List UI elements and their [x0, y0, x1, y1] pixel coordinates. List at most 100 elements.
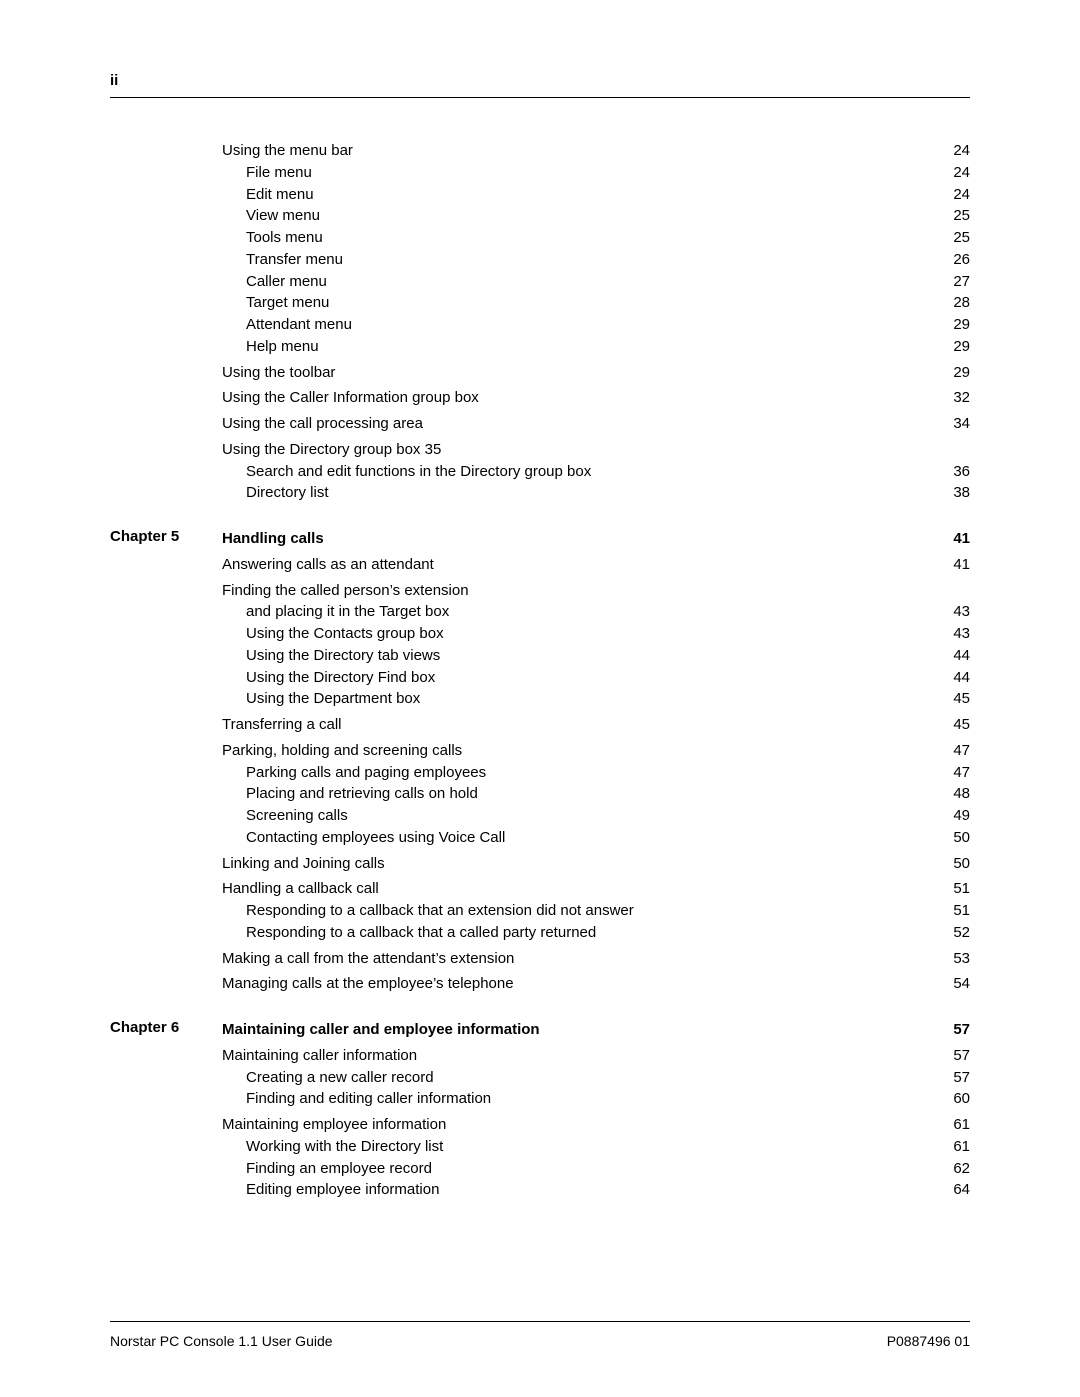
toc-title: Parking calls and paging employees — [222, 762, 930, 784]
toc-title: Making a call from the attendant’s exten… — [222, 948, 930, 970]
toc-title: Search and edit functions in the Directo… — [222, 461, 930, 483]
toc-page: 28 — [930, 292, 970, 314]
toc-title: Contacting employees using Voice Call — [222, 827, 930, 849]
toc-section-wrapper: Using the menu bar24File menu24Edit menu… — [110, 140, 970, 504]
toc-title: and placing it in the Target box — [222, 601, 930, 623]
toc-row: Screening calls49 — [222, 805, 970, 827]
toc-title: Using the Directory group box 35 — [222, 439, 930, 461]
toc-page: 24 — [930, 162, 970, 184]
top-rule — [110, 97, 970, 98]
toc-row: Using the Directory group box 35 — [222, 439, 970, 461]
toc-page: 26 — [930, 249, 970, 271]
toc-row: Responding to a callback that an extensi… — [222, 900, 970, 922]
toc-title: Responding to a callback that a called p… — [222, 922, 930, 944]
toc-row: Placing and retrieving calls on hold48 — [222, 783, 970, 805]
toc-row: Attendant menu29 — [222, 314, 970, 336]
toc-title: Using the Directory tab views — [222, 645, 930, 667]
toc-page — [930, 580, 970, 602]
toc-title: View menu — [222, 205, 930, 227]
toc-row: Tools menu25 — [222, 227, 970, 249]
toc-title: Screening calls — [222, 805, 930, 827]
toc-row: Responding to a callback that a called p… — [222, 922, 970, 944]
toc-row: Caller menu27 — [222, 271, 970, 293]
toc-title: Working with the Directory list — [222, 1136, 930, 1158]
page-footer: Norstar PC Console 1.1 User Guide P08874… — [110, 1333, 970, 1349]
toc-title: Managing calls at the employee’s telepho… — [222, 973, 930, 995]
toc-row: Edit menu24 — [222, 184, 970, 206]
toc-page: 43 — [930, 623, 970, 645]
toc-row: Help menu29 — [222, 336, 970, 358]
toc-section: Handling calls41 Answering calls as an at… — [222, 528, 970, 995]
toc-page: 62 — [930, 1158, 970, 1180]
toc-page: 64 — [930, 1179, 970, 1201]
toc-row: Handling a callback call51 — [222, 878, 970, 900]
toc-page: 57 — [930, 1045, 970, 1067]
toc-title: Answering calls as an attendant — [222, 554, 930, 576]
toc-title: Tools menu — [222, 227, 930, 249]
toc-row: Maintaining employee information61 — [222, 1114, 970, 1136]
toc-row: Finding and editing caller information60 — [222, 1088, 970, 1110]
toc-title: Maintaining caller information — [222, 1045, 930, 1067]
toc-row: Handling calls41 — [222, 528, 970, 550]
toc-page: 50 — [930, 827, 970, 849]
toc-row: Answering calls as an attendant41 — [222, 554, 970, 576]
toc-title: Using the Contacts group box — [222, 623, 930, 645]
toc-page: 48 — [930, 783, 970, 805]
toc-page: 54 — [930, 973, 970, 995]
toc-page — [930, 439, 970, 461]
toc-page: 29 — [930, 336, 970, 358]
toc-row: Linking and Joining calls50 — [222, 853, 970, 875]
toc-title: Edit menu — [222, 184, 930, 206]
toc-title: Finding and editing caller information — [222, 1088, 930, 1110]
toc-page: 38 — [930, 482, 970, 504]
page-number: ii — [110, 72, 118, 89]
toc-row: Search and edit functions in the Directo… — [222, 461, 970, 483]
toc-title: Maintaining employee information — [222, 1114, 930, 1136]
toc-row: Using the call processing area34 — [222, 413, 970, 435]
toc-page: 25 — [930, 205, 970, 227]
toc-row: Finding the called person’s extension — [222, 580, 970, 602]
toc-page: 44 — [930, 645, 970, 667]
toc-title: Using the Directory Find box — [222, 667, 930, 689]
toc-row: Making a call from the attendant’s exten… — [222, 948, 970, 970]
toc-title: Finding an employee record — [222, 1158, 930, 1180]
toc-section: Maintaining caller and employee informat… — [222, 1019, 970, 1201]
toc-title: Handling calls — [222, 528, 930, 550]
toc-row: Target menu28 — [222, 292, 970, 314]
toc-title: Using the menu bar — [222, 140, 930, 162]
toc-row: Working with the Directory list61 — [222, 1136, 970, 1158]
toc-page: 45 — [930, 714, 970, 736]
toc-title: Using the toolbar — [222, 362, 930, 384]
toc-row: Directory list38 — [222, 482, 970, 504]
toc-title: Directory list — [222, 482, 930, 504]
toc-title: Placing and retrieving calls on hold — [222, 783, 930, 805]
toc-page: 24 — [930, 140, 970, 162]
toc-page: 43 — [930, 601, 970, 623]
toc-title: Caller menu — [222, 271, 930, 293]
toc-page: 51 — [930, 900, 970, 922]
toc-title: Maintaining caller and employee informat… — [222, 1019, 930, 1041]
toc-row: Maintaining caller information57 — [222, 1045, 970, 1067]
bottom-rule — [110, 1321, 970, 1322]
toc-page: 36 — [930, 461, 970, 483]
toc-page: 44 — [930, 667, 970, 689]
toc-page: 53 — [930, 948, 970, 970]
footer-right: P0887496 01 — [887, 1333, 970, 1349]
toc-title: Linking and Joining calls — [222, 853, 930, 875]
toc-row: View menu25 — [222, 205, 970, 227]
toc-row: Using the Department box45 — [222, 688, 970, 710]
toc-title: Handling a callback call — [222, 878, 930, 900]
toc-title: Finding the called person’s extension — [222, 580, 930, 602]
toc-title: Responding to a callback that an extensi… — [222, 900, 930, 922]
toc-page: 61 — [930, 1136, 970, 1158]
toc-row: Contacting employees using Voice Call50 — [222, 827, 970, 849]
toc-row: Transferring a call45 — [222, 714, 970, 736]
toc-page: 29 — [930, 362, 970, 384]
toc-page: 57 — [930, 1019, 970, 1041]
chapter-label: Chapter 6 — [110, 1019, 179, 1036]
toc-title: Editing employee information — [222, 1179, 930, 1201]
toc-title: Target menu — [222, 292, 930, 314]
toc-row: Maintaining caller and employee informat… — [222, 1019, 970, 1041]
toc-row: Using the Contacts group box43 — [222, 623, 970, 645]
toc-page: 49 — [930, 805, 970, 827]
